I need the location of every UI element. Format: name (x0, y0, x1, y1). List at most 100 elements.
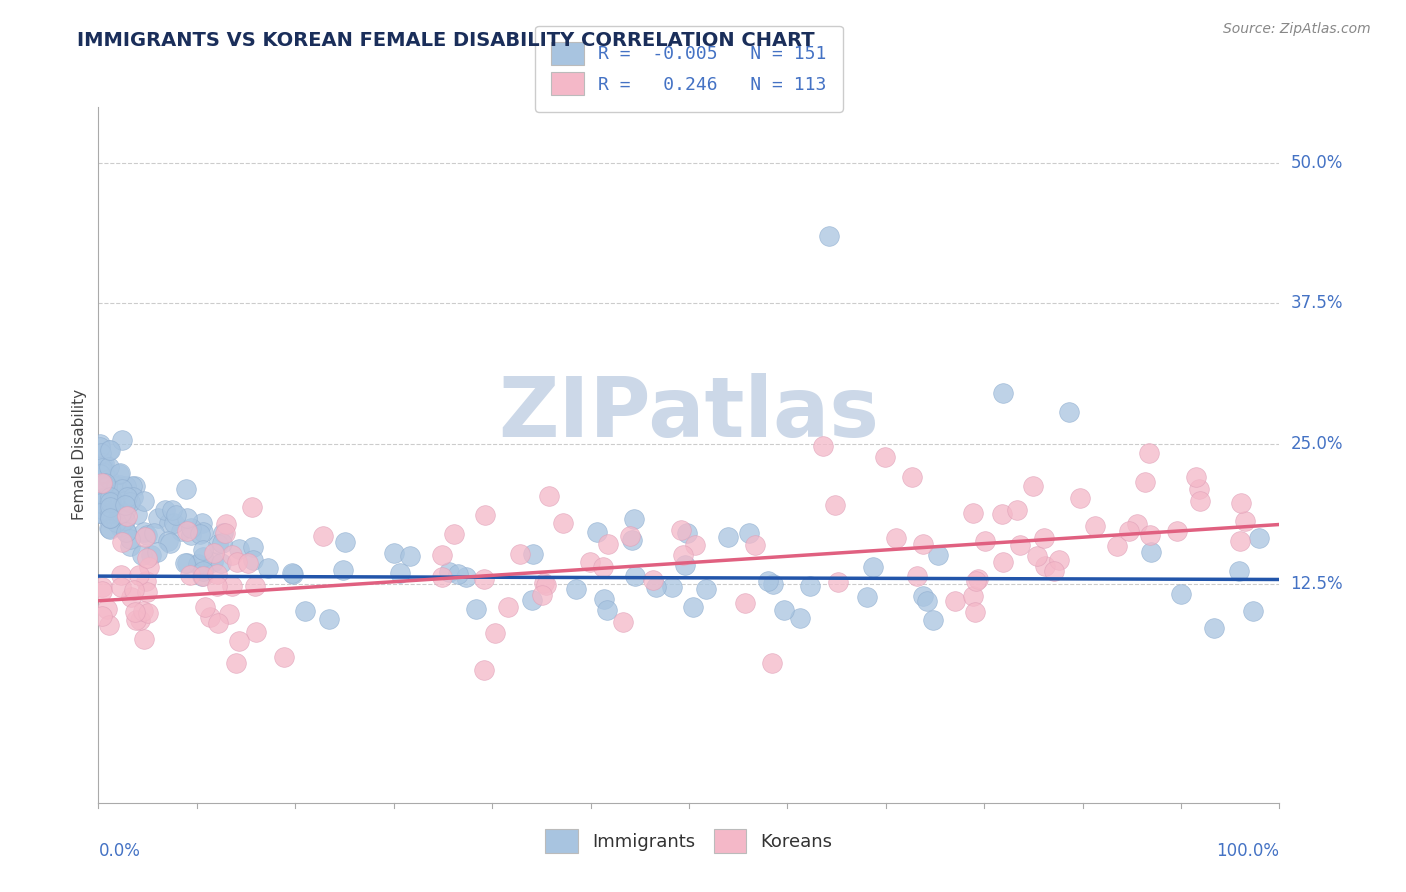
Point (498, 600, 520, 615)
Point (824, 498, 846, 512)
Point (738, 525, 761, 540)
Point (382, 546, 405, 560)
Point (101, 511, 124, 525)
Point (683, 538, 706, 552)
Point (212, 526, 235, 541)
Point (91, 584, 114, 599)
Point (122, 491, 145, 505)
Point (695, 582, 717, 596)
Point (962, 506, 984, 520)
Point (1188, 493, 1211, 508)
Text: 50.0%: 50.0% (1291, 154, 1343, 172)
Point (179, 567, 201, 582)
Point (98, 443, 121, 458)
Text: 25.0%: 25.0% (1291, 434, 1343, 453)
Point (437, 565, 460, 579)
Point (89, 458, 111, 473)
Point (110, 477, 132, 491)
Point (124, 605, 146, 619)
Point (165, 508, 187, 522)
Point (104, 492, 127, 507)
Point (89, 467, 111, 481)
Point (388, 566, 411, 581)
Point (136, 550, 159, 565)
Point (756, 574, 779, 588)
Point (236, 557, 259, 571)
Point (96, 479, 118, 493)
Point (128, 567, 150, 582)
Point (174, 556, 197, 570)
Point (817, 229, 839, 244)
Point (115, 491, 138, 505)
Point (1022, 479, 1045, 493)
Point (162, 503, 184, 517)
Point (120, 540, 142, 554)
Point (886, 531, 908, 545)
Point (114, 498, 136, 512)
Point (1229, 496, 1251, 510)
Point (124, 583, 146, 598)
Point (136, 584, 159, 599)
Point (115, 479, 138, 493)
Point (281, 566, 304, 580)
Point (98, 506, 121, 520)
Point (96, 602, 118, 616)
Point (176, 556, 198, 570)
Point (430, 549, 453, 563)
Point (156, 533, 179, 548)
Point (312, 529, 335, 543)
Point (228, 634, 250, 648)
Point (966, 572, 988, 586)
Point (242, 553, 264, 567)
Point (915, 594, 938, 608)
Point (456, 570, 478, 584)
Point (1234, 514, 1257, 528)
Point (176, 524, 198, 538)
Point (111, 534, 134, 549)
Point (430, 570, 453, 584)
Point (114, 505, 136, 519)
Point (98, 521, 121, 535)
Point (399, 549, 422, 563)
Point (214, 526, 236, 541)
Point (114, 513, 136, 527)
Point (170, 524, 193, 538)
Point (221, 579, 243, 593)
Point (188, 527, 211, 541)
Point (509, 547, 531, 561)
Point (1188, 482, 1211, 496)
Point (612, 615, 634, 630)
Point (1118, 524, 1140, 538)
Point (1166, 524, 1188, 538)
Point (111, 483, 134, 497)
Point (1204, 621, 1226, 635)
Point (132, 632, 155, 646)
Point (108, 466, 131, 480)
Point (447, 566, 470, 581)
Point (623, 512, 645, 526)
Point (643, 573, 665, 587)
Point (592, 559, 614, 574)
Point (180, 521, 202, 535)
Point (89, 492, 111, 507)
Text: ZIPatlas: ZIPatlas (499, 373, 879, 454)
Point (945, 594, 967, 608)
Point (242, 541, 264, 555)
Point (474, 508, 496, 522)
Point (228, 542, 250, 557)
Point (991, 555, 1014, 569)
Point (98, 522, 121, 536)
Point (94, 476, 117, 491)
Point (90, 445, 112, 459)
Text: Source: ZipAtlas.com: Source: ZipAtlas.com (1223, 22, 1371, 37)
Point (93, 466, 115, 480)
Point (141, 548, 163, 562)
Point (1057, 405, 1080, 419)
Point (537, 489, 560, 503)
Point (472, 572, 495, 586)
Point (1139, 528, 1161, 542)
Point (1069, 491, 1091, 505)
Point (209, 556, 232, 570)
Point (962, 589, 984, 603)
Point (117, 508, 139, 523)
